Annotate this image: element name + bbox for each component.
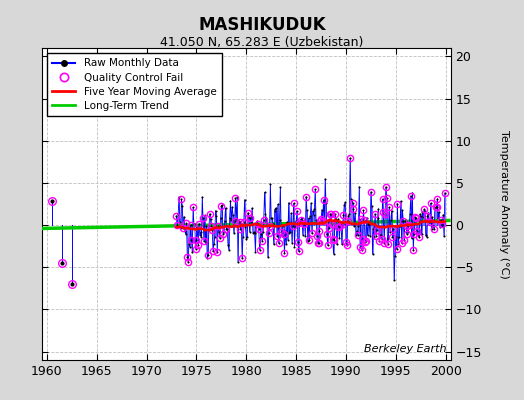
Text: MASHIKUDUK: MASHIKUDUK (198, 16, 326, 34)
Text: 41.050 N, 65.283 E (Uzbekistan): 41.050 N, 65.283 E (Uzbekistan) (160, 36, 364, 49)
Legend: Raw Monthly Data, Quality Control Fail, Five Year Moving Average, Long-Term Tren: Raw Monthly Data, Quality Control Fail, … (47, 53, 222, 116)
Text: Berkeley Earth: Berkeley Earth (364, 344, 446, 354)
Y-axis label: Temperature Anomaly (°C): Temperature Anomaly (°C) (498, 130, 509, 278)
